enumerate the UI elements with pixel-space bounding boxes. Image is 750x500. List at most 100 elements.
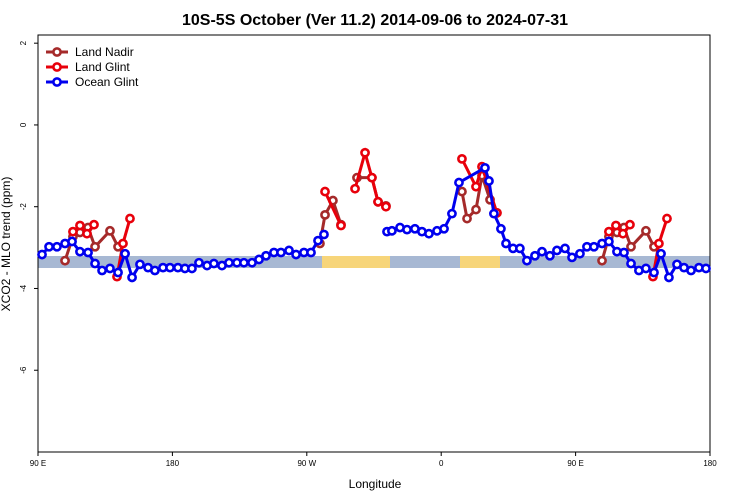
point	[367, 172, 377, 183]
band-land	[322, 256, 390, 268]
point	[44, 241, 54, 252]
point	[350, 183, 360, 194]
y-tick-label: -4	[19, 284, 28, 292]
point	[320, 209, 330, 220]
point	[654, 238, 664, 249]
x-tick-label: 180	[703, 459, 717, 468]
point	[567, 252, 577, 263]
point	[626, 258, 636, 269]
legend-marker	[52, 62, 62, 72]
y-tick-label: 0	[19, 122, 28, 127]
point	[402, 224, 412, 235]
point	[618, 228, 628, 239]
point	[105, 263, 115, 274]
point	[552, 245, 562, 256]
point	[120, 248, 130, 259]
point	[447, 208, 457, 219]
y-axis-label: XCO2 - MLO trend (ppm)	[0, 177, 13, 312]
point	[105, 225, 115, 236]
point	[209, 258, 219, 269]
point	[67, 236, 77, 247]
point	[662, 213, 672, 224]
point	[90, 258, 100, 269]
x-tick-label: 180	[166, 459, 180, 468]
point	[373, 196, 383, 207]
point	[127, 272, 137, 283]
point	[194, 257, 204, 268]
point	[537, 246, 547, 257]
point	[291, 249, 301, 260]
point	[619, 247, 629, 258]
point	[90, 241, 100, 252]
point	[496, 223, 506, 234]
legend-label: Land Glint	[75, 60, 130, 74]
point	[75, 246, 85, 257]
legend-marker	[52, 77, 62, 87]
point	[545, 250, 555, 261]
point	[82, 228, 92, 239]
chart-title: 10S-5S October (Ver 11.2) 2014-09-06 to …	[182, 12, 568, 29]
x-tick-label: 0	[439, 459, 444, 468]
point	[641, 225, 651, 236]
point	[649, 267, 659, 278]
point	[336, 220, 346, 231]
point	[664, 272, 674, 283]
point	[501, 238, 511, 249]
point	[439, 223, 449, 234]
point	[457, 153, 467, 164]
point	[686, 265, 696, 276]
point	[457, 186, 467, 197]
point	[387, 225, 397, 236]
point	[424, 228, 434, 239]
band-land	[460, 256, 500, 268]
point	[89, 219, 99, 230]
point	[589, 241, 599, 252]
point	[575, 248, 585, 259]
point	[313, 235, 323, 246]
point	[52, 241, 62, 252]
legend-label: Land Nadir	[75, 45, 134, 59]
point	[597, 255, 607, 266]
point	[530, 250, 540, 261]
point	[135, 259, 145, 270]
point	[83, 247, 93, 258]
point	[471, 204, 481, 215]
point	[118, 238, 128, 249]
point	[254, 254, 264, 265]
point	[261, 250, 271, 261]
point	[604, 236, 614, 247]
point	[462, 213, 472, 224]
point	[656, 248, 666, 259]
point	[224, 257, 234, 268]
point	[641, 263, 651, 274]
point	[360, 147, 370, 158]
point	[60, 255, 70, 266]
x-axis-label: Longitude	[349, 477, 402, 491]
point	[381, 201, 391, 212]
point	[701, 263, 711, 274]
point	[484, 176, 494, 186]
point	[239, 257, 249, 268]
point	[187, 263, 197, 274]
point	[284, 245, 294, 256]
y-tick-label: 2	[19, 40, 28, 45]
point	[320, 186, 330, 197]
point	[75, 220, 85, 231]
point	[319, 229, 329, 240]
point	[37, 249, 47, 260]
point	[454, 177, 464, 188]
point	[625, 219, 635, 230]
point	[489, 208, 499, 219]
y-tick-label: -2	[19, 203, 28, 211]
point	[626, 241, 636, 252]
point	[276, 247, 286, 258]
point	[480, 162, 490, 173]
point	[125, 213, 135, 224]
point	[306, 247, 316, 258]
point	[150, 265, 160, 276]
point	[165, 262, 175, 273]
plot-frame	[37, 34, 711, 453]
point	[471, 181, 481, 192]
point	[97, 265, 107, 276]
